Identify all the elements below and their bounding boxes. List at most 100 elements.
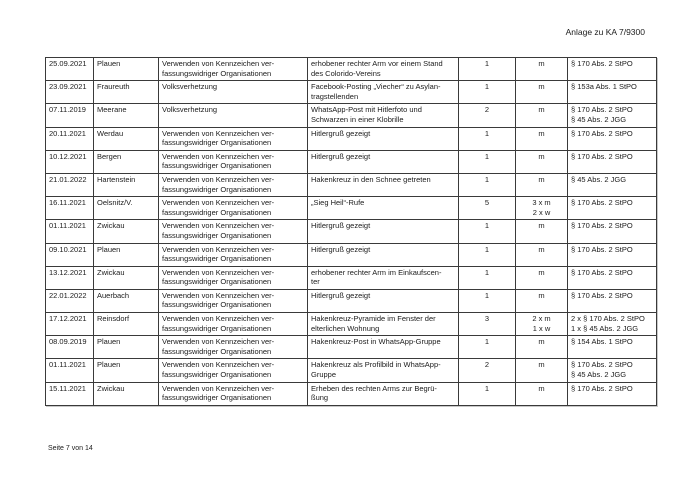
cell-place: Werdau: [93, 126, 159, 151]
cell-statute: § 170 Abs. 2 StPO: [567, 196, 657, 221]
cell-statute: § 154 Abs. 1 StPO: [567, 335, 657, 360]
cell-count: 3: [458, 312, 516, 337]
cell-gender: 2 x m 1 x w: [515, 312, 568, 337]
cell-description: Hitlergruß gezeigt: [307, 219, 459, 244]
table-row: 08.09.2019 Plauen Verwenden von Kennzeic…: [45, 335, 657, 360]
cell-place: Zwickau: [93, 219, 159, 244]
cell-offense: Verwenden von Kennzeichen ver- fassungsw…: [158, 219, 308, 244]
cell-statute: § 170 Abs. 2 StPO: [567, 288, 657, 314]
cell-description: Hitlergruß gezeigt: [307, 288, 459, 314]
table-row: 01.11.2021 Zwickau Verwenden von Kennzei…: [45, 219, 657, 244]
cell-date: 09.10.2021: [45, 242, 94, 267]
cell-place: Zwickau: [93, 265, 159, 290]
cell-offense: Verwenden von Kennzeichen ver- fassungsw…: [158, 288, 308, 314]
cell-description: Hitlergruß gezeigt: [307, 126, 459, 151]
cell-count: 1: [458, 242, 516, 267]
cell-place: Zwickau: [93, 381, 159, 406]
cell-gender: m: [515, 288, 568, 314]
cell-offense: Verwenden von Kennzeichen ver- fassungsw…: [158, 149, 308, 174]
cell-offense: Verwenden von Kennzeichen ver- fassungsw…: [158, 358, 308, 383]
cell-description: erhobener rechter Arm vor einem Stand de…: [307, 56, 459, 82]
cell-place: Oelsnitz/V.: [93, 196, 159, 221]
cell-place: Plauen: [93, 56, 159, 82]
cell-gender: m: [515, 149, 568, 174]
cell-count: 1: [458, 265, 516, 290]
cell-description: Hakenkreuz in den Schnee getreten: [307, 172, 459, 198]
cell-date: 01.11.2021: [45, 358, 94, 383]
cell-offense: Verwenden von Kennzeichen ver- fassungsw…: [158, 381, 308, 406]
cell-statute: § 170 Abs. 2 StPO § 45 Abs. 2 JGG: [567, 103, 657, 128]
cell-place: Reinsdorf: [93, 312, 159, 337]
cell-gender: m: [515, 172, 568, 198]
cell-description: Hakenkreuz als Profilbild in WhatsApp- G…: [307, 358, 459, 383]
cell-description: Hitlergruß gezeigt: [307, 242, 459, 267]
table-row: 01.11.2021 Plauen Verwenden von Kennzeic…: [45, 358, 657, 383]
cell-statute: § 45 Abs. 2 JGG: [567, 172, 657, 198]
cell-date: 23.09.2021: [45, 80, 94, 105]
cell-statute: § 170 Abs. 2 StPO: [567, 242, 657, 267]
table-row: 22.01.2022 Auerbach Verwenden von Kennze…: [45, 288, 657, 314]
cell-date: 16.11.2021: [45, 196, 94, 221]
table-row: 25.09.2021 Plauen Verwenden von Kennzeic…: [45, 56, 657, 82]
cell-place: Meerane: [93, 103, 159, 128]
cell-place: Bergen: [93, 149, 159, 174]
cell-statute: § 170 Abs. 2 StPO: [567, 265, 657, 290]
cell-statute: 2 x § 170 Abs. 2 StPO 1 x § 45 Abs. 2 JG…: [567, 312, 657, 337]
cell-description: Hitlergruß gezeigt: [307, 149, 459, 174]
incidents-table-body: 25.09.2021 Plauen Verwenden von Kennzeic…: [45, 56, 657, 406]
page-number: Seite 7 von 14: [48, 445, 93, 452]
table-row: 17.12.2021 Reinsdorf Verwenden von Kennz…: [45, 312, 657, 337]
cell-place: Auerbach: [93, 288, 159, 314]
cell-description: erhobener rechter Arm im Einkaufscen- te…: [307, 265, 459, 290]
table-row: 20.11.2021 Werdau Verwenden von Kennzeic…: [45, 126, 657, 151]
cell-date: 21.01.2022: [45, 172, 94, 198]
cell-description: Erheben des rechten Arms zur Begrü- ßung: [307, 381, 459, 406]
cell-offense: Verwenden von Kennzeichen ver- fassungsw…: [158, 242, 308, 267]
cell-gender: 3 x m 2 x w: [515, 196, 568, 221]
cell-statute: § 170 Abs. 2 StPO: [567, 56, 657, 82]
cell-count: 2: [458, 103, 516, 128]
cell-offense: Volksverhetzung: [158, 103, 308, 128]
cell-gender: m: [515, 80, 568, 105]
table-row: 23.09.2021 Fraureuth Volksverhetzung Fac…: [45, 80, 657, 105]
cell-date: 20.11.2021: [45, 126, 94, 151]
cell-date: 07.11.2019: [45, 103, 94, 128]
cell-count: 1: [458, 149, 516, 174]
cell-gender: m: [515, 219, 568, 244]
table-row: 16.11.2021 Oelsnitz/V. Verwenden von Ken…: [45, 196, 657, 221]
cell-place: Fraureuth: [93, 80, 159, 105]
cell-count: 1: [458, 80, 516, 105]
cell-offense: Verwenden von Kennzeichen ver- fassungsw…: [158, 56, 308, 82]
cell-statute: § 170 Abs. 2 StPO § 45 Abs. 2 JGG: [567, 358, 657, 383]
table-row: 13.12.2021 Zwickau Verwenden von Kennzei…: [45, 265, 657, 290]
cell-gender: m: [515, 242, 568, 267]
cell-gender: m: [515, 358, 568, 383]
table-row: 15.11.2021 Zwickau Verwenden von Kennzei…: [45, 381, 657, 406]
table-row: 07.11.2019 Meerane Volksverhetzung Whats…: [45, 103, 657, 128]
cell-count: 2: [458, 358, 516, 383]
cell-date: 08.09.2019: [45, 335, 94, 360]
cell-count: 1: [458, 126, 516, 151]
cell-date: 10.12.2021: [45, 149, 94, 174]
cell-date: 13.12.2021: [45, 265, 94, 290]
cell-place: Plauen: [93, 335, 159, 360]
cell-count: 1: [458, 56, 516, 82]
annex-reference-label: Anlage zu KA 7/9300: [565, 27, 645, 37]
cell-description: Facebook-Posting „Viecher“ zu Asylan- tr…: [307, 80, 459, 105]
cell-date: 15.11.2021: [45, 381, 94, 406]
cell-description: Hakenkreuz-Pyramide im Fenster der elter…: [307, 312, 459, 337]
cell-statute: § 170 Abs. 2 StPO: [567, 149, 657, 174]
cell-place: Hartenstein: [93, 172, 159, 198]
cell-gender: m: [515, 381, 568, 406]
cell-date: 01.11.2021: [45, 219, 94, 244]
cell-count: 1: [458, 381, 516, 406]
table-row: 21.01.2022 Hartenstein Verwenden von Ken…: [45, 172, 657, 198]
table-row: 09.10.2021 Plauen Verwenden von Kennzeic…: [45, 242, 657, 267]
cell-gender: m: [515, 103, 568, 128]
cell-offense: Verwenden von Kennzeichen ver- fassungsw…: [158, 265, 308, 290]
cell-description: Hakenkreuz-Post in WhatsApp-Gruppe: [307, 335, 459, 360]
cell-gender: m: [515, 335, 568, 360]
cell-statute: § 170 Abs. 2 StPO: [567, 381, 657, 406]
cell-offense: Verwenden von Kennzeichen ver- fassungsw…: [158, 196, 308, 221]
